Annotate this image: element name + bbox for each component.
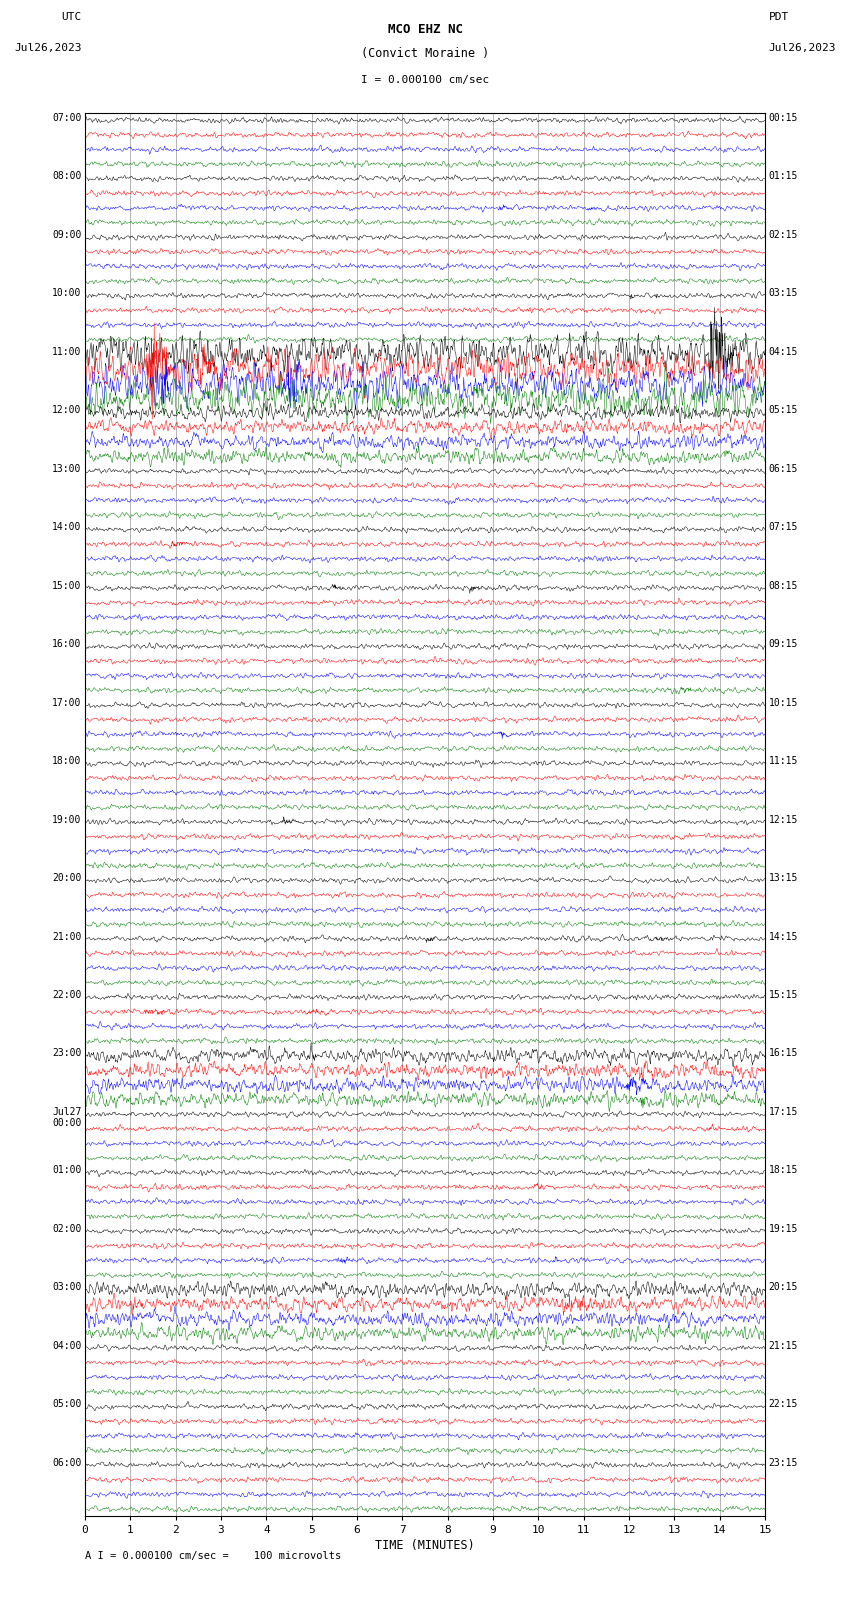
Text: 01:15: 01:15 bbox=[768, 171, 798, 181]
Text: (Convict Moraine ): (Convict Moraine ) bbox=[361, 47, 489, 60]
Text: 06:15: 06:15 bbox=[768, 465, 798, 474]
Text: 19:15: 19:15 bbox=[768, 1224, 798, 1234]
Text: 10:00: 10:00 bbox=[52, 289, 82, 298]
Text: 09:00: 09:00 bbox=[52, 231, 82, 240]
Text: 03:00: 03:00 bbox=[52, 1282, 82, 1292]
Text: 08:15: 08:15 bbox=[768, 581, 798, 590]
Text: 13:15: 13:15 bbox=[768, 873, 798, 882]
Text: I = 0.000100 cm/sec: I = 0.000100 cm/sec bbox=[361, 74, 489, 85]
Text: 05:00: 05:00 bbox=[52, 1400, 82, 1410]
Text: 11:15: 11:15 bbox=[768, 756, 798, 766]
Text: 12:00: 12:00 bbox=[52, 405, 82, 415]
Text: 05:15: 05:15 bbox=[768, 405, 798, 415]
Text: 18:00: 18:00 bbox=[52, 756, 82, 766]
Text: 17:15: 17:15 bbox=[768, 1107, 798, 1116]
Text: Jul26,2023: Jul26,2023 bbox=[768, 42, 836, 53]
Text: PDT: PDT bbox=[768, 11, 789, 21]
Text: 16:00: 16:00 bbox=[52, 639, 82, 648]
Text: 13:00: 13:00 bbox=[52, 465, 82, 474]
Text: 03:15: 03:15 bbox=[768, 289, 798, 298]
Text: 17:00: 17:00 bbox=[52, 697, 82, 708]
Text: 04:00: 04:00 bbox=[52, 1340, 82, 1350]
Text: 08:00: 08:00 bbox=[52, 171, 82, 181]
Text: Jul26,2023: Jul26,2023 bbox=[14, 42, 82, 53]
Text: 14:15: 14:15 bbox=[768, 932, 798, 942]
Text: 15:00: 15:00 bbox=[52, 581, 82, 590]
Text: 23:15: 23:15 bbox=[768, 1458, 798, 1468]
Text: 15:15: 15:15 bbox=[768, 990, 798, 1000]
Text: 01:00: 01:00 bbox=[52, 1165, 82, 1176]
Text: 04:15: 04:15 bbox=[768, 347, 798, 356]
Text: 21:15: 21:15 bbox=[768, 1340, 798, 1350]
Text: 14:00: 14:00 bbox=[52, 523, 82, 532]
Text: 11:00: 11:00 bbox=[52, 347, 82, 356]
Text: 06:00: 06:00 bbox=[52, 1458, 82, 1468]
Text: 20:15: 20:15 bbox=[768, 1282, 798, 1292]
Text: 07:15: 07:15 bbox=[768, 523, 798, 532]
Text: UTC: UTC bbox=[61, 11, 82, 21]
Text: 16:15: 16:15 bbox=[768, 1048, 798, 1058]
Text: MCO EHZ NC: MCO EHZ NC bbox=[388, 23, 462, 35]
Text: 02:00: 02:00 bbox=[52, 1224, 82, 1234]
Text: 00:15: 00:15 bbox=[768, 113, 798, 123]
Text: 20:00: 20:00 bbox=[52, 873, 82, 882]
Text: 22:15: 22:15 bbox=[768, 1400, 798, 1410]
Text: 09:15: 09:15 bbox=[768, 639, 798, 648]
Text: 12:15: 12:15 bbox=[768, 815, 798, 824]
Text: A I = 0.000100 cm/sec =    100 microvolts: A I = 0.000100 cm/sec = 100 microvolts bbox=[85, 1552, 341, 1561]
Text: 02:15: 02:15 bbox=[768, 231, 798, 240]
Text: 19:00: 19:00 bbox=[52, 815, 82, 824]
Text: 18:15: 18:15 bbox=[768, 1165, 798, 1176]
Text: 00:00: 00:00 bbox=[52, 1118, 82, 1127]
Text: Jul27: Jul27 bbox=[52, 1107, 82, 1116]
Text: 22:00: 22:00 bbox=[52, 990, 82, 1000]
Text: 21:00: 21:00 bbox=[52, 932, 82, 942]
X-axis label: TIME (MINUTES): TIME (MINUTES) bbox=[375, 1539, 475, 1552]
Text: 23:00: 23:00 bbox=[52, 1048, 82, 1058]
Text: 07:00: 07:00 bbox=[52, 113, 82, 123]
Text: 10:15: 10:15 bbox=[768, 697, 798, 708]
